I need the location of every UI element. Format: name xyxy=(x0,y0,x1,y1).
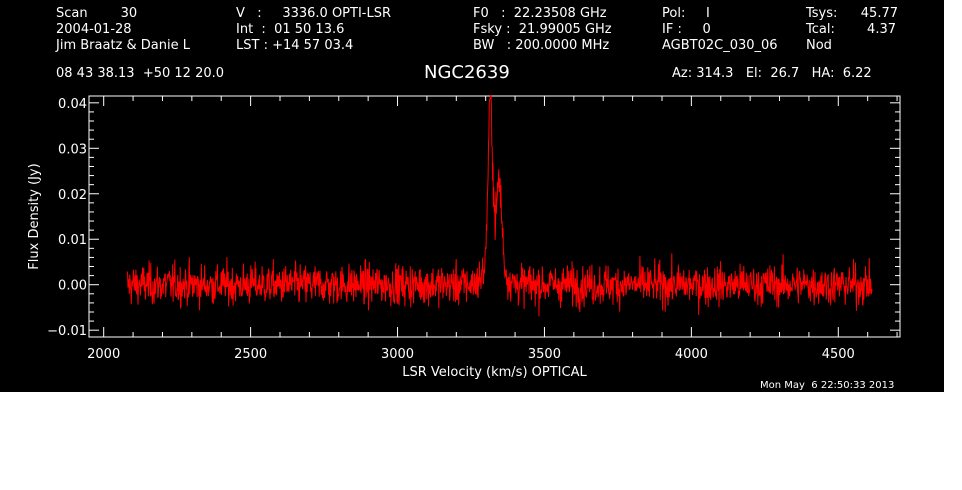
az-el-ha-label: Az: 314.3 El: 26.7 HA: 6.22 xyxy=(672,66,872,81)
spectrum-plot: 2000 2500 3000 3500 4000 4500 −0.01 0.00 0.01 0.0… xyxy=(27,94,901,380)
nod-label: Nod xyxy=(806,38,832,53)
x-tick-label: 2500 xyxy=(234,347,267,362)
rest-frequency-label: F0 : 22.23508 GHz xyxy=(473,6,607,21)
tsys-key: Tsys: xyxy=(806,6,838,21)
observer-label: Jim Braatz & Danie L xyxy=(56,38,190,53)
y-axis-label: Flux Density (Jy) xyxy=(27,163,42,269)
polarization-label: Pol: I xyxy=(662,6,710,21)
axis-tick-labels: 2000 2500 3000 3500 4000 4500 −0.01 0.00 0.01 0.0… xyxy=(47,97,855,362)
y-tick-label: 0.00 xyxy=(58,279,87,294)
velocity-label: V : 3336.0 OPTI-LSR xyxy=(236,6,392,21)
tcal-value: 4.37 xyxy=(867,22,896,37)
x-tick-label: 4000 xyxy=(675,347,708,362)
plot-frame xyxy=(88,95,901,338)
coordinates-label: 08 43 38.13 +50 12 20.0 xyxy=(56,66,225,81)
source-name: NGC2639 xyxy=(424,62,510,83)
axis-ticks xyxy=(89,96,900,337)
sky-frequency-label: Fsky : 21.99005 GHz xyxy=(473,22,612,37)
x-tick-label: 4500 xyxy=(822,347,855,362)
x-tick-label: 3000 xyxy=(381,347,414,362)
spectrum-panel: Scan 30 2004-01-28 Jim Braatz & Danie L … xyxy=(0,0,944,392)
date-label: 2004-01-28 xyxy=(56,22,132,37)
bandwidth-label: BW : 200.0000 MHz xyxy=(473,38,610,53)
x-tick-label: 2000 xyxy=(87,347,120,362)
x-tick-label: 3500 xyxy=(528,347,561,362)
y-tick-label: −0.01 xyxy=(47,324,87,339)
project-label: AGBT02C_030_06 xyxy=(662,38,778,53)
plot-timestamp: Mon May 6 22:50:33 2013 xyxy=(760,380,895,391)
x-axis-label: LSR Velocity (km/s) OPTICAL xyxy=(402,365,587,380)
y-tick-label: 0.03 xyxy=(58,142,87,157)
integration-label: Int : 01 50 13.6 xyxy=(236,22,345,37)
spectrum-series-line xyxy=(126,94,873,317)
scan-label: Scan 30 xyxy=(56,6,138,21)
tcal-key: Tcal: xyxy=(806,22,835,37)
y-tick-label: 0.02 xyxy=(58,188,87,203)
y-tick-label: 0.01 xyxy=(58,233,87,248)
y-tick-label: 0.04 xyxy=(58,97,87,112)
if-label: IF : 0 xyxy=(662,22,711,37)
lst-label: LST : +14 57 03.4 xyxy=(236,38,354,53)
tsys-value: 45.77 xyxy=(860,6,898,21)
